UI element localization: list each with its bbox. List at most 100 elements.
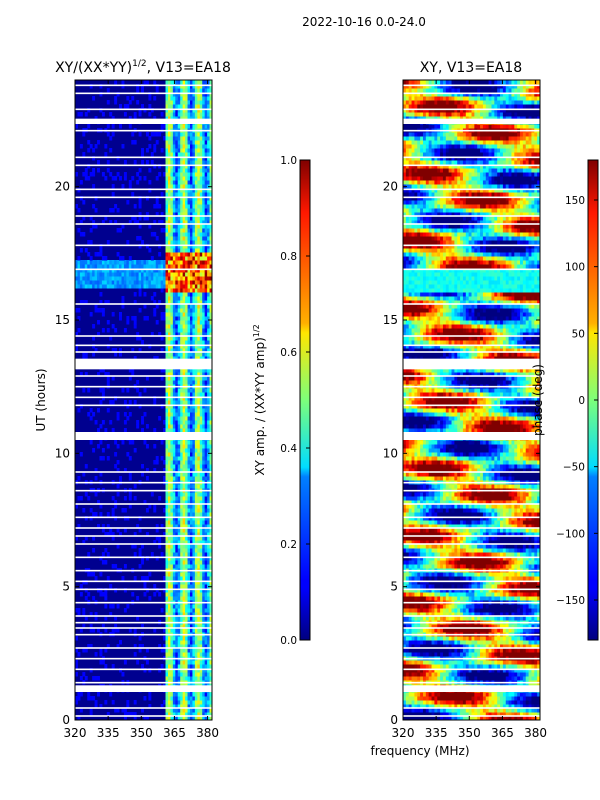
- amp-cell: [167, 556, 171, 561]
- amp-cell: [192, 240, 196, 245]
- amp-cell: [116, 280, 120, 285]
- amp-cell: [175, 468, 179, 473]
- amp-cell: [199, 544, 203, 549]
- amp-cell: [89, 240, 93, 245]
- phase-cell: [474, 660, 478, 665]
- amp-cell: [182, 544, 186, 549]
- amp-cell: [185, 472, 189, 477]
- amp-cell: [187, 484, 191, 489]
- amp-cell: [170, 712, 174, 717]
- amp-cell: [209, 516, 213, 521]
- amp-cell: [172, 224, 176, 229]
- amp-cell: [189, 388, 193, 393]
- amp-cell: [204, 288, 208, 293]
- amp-cell: [99, 504, 103, 509]
- amp-cell: [101, 420, 105, 425]
- amp-cell: [209, 500, 213, 505]
- amp-cell: [202, 296, 206, 301]
- amp-cell: [185, 288, 189, 293]
- amp-cell: [128, 412, 132, 417]
- amp-cell: [192, 216, 196, 221]
- amp-cell: [180, 700, 184, 705]
- amp-cell: [189, 288, 193, 293]
- phase-cell: [522, 676, 527, 681]
- amp-cell: [141, 664, 144, 669]
- amp-cell: [133, 700, 137, 705]
- amp-cell: [119, 176, 122, 181]
- amp-cell: [94, 616, 98, 621]
- amp-cell: [170, 200, 174, 205]
- amp-cell: [204, 268, 208, 273]
- amp-cell: [209, 240, 213, 245]
- amp-cell: [202, 420, 206, 425]
- amp-cell: [172, 708, 176, 713]
- amp-cell: [170, 224, 174, 229]
- phase-cell: [468, 660, 472, 665]
- flagged-row: [75, 503, 212, 505]
- amp-cell: [170, 572, 174, 577]
- amp-cell: [116, 604, 120, 609]
- amp-cell: [177, 232, 181, 237]
- amp-cell: [121, 268, 125, 273]
- amp-cell: [153, 144, 157, 149]
- amp-cell: [119, 348, 122, 353]
- amp-cell: [185, 592, 189, 597]
- amp-cell: [182, 572, 186, 577]
- amp-cell: [75, 504, 78, 509]
- amp-cell: [192, 612, 196, 617]
- amp-cell: [187, 240, 191, 245]
- amp-cell: [192, 376, 196, 381]
- amp-cell: [111, 536, 115, 541]
- amp-cell: [180, 328, 184, 333]
- phase-cell: [460, 696, 464, 701]
- amp-cell: [167, 520, 171, 525]
- amp-cell: [167, 312, 171, 317]
- amp-cell: [180, 508, 184, 513]
- amp-cell: [192, 304, 196, 309]
- amp-cell: [207, 268, 211, 273]
- amp-cell: [197, 584, 201, 589]
- amp-cell: [189, 624, 193, 629]
- amp-cell: [160, 368, 164, 373]
- amp-cell: [97, 692, 100, 697]
- amp-cell: [75, 608, 78, 613]
- amp-cell: [180, 316, 184, 321]
- amp-cell: [97, 252, 100, 257]
- amp-cell: [99, 300, 103, 305]
- amp-cell: [170, 344, 174, 349]
- amp-cell: [202, 340, 206, 345]
- amp-cell: [175, 280, 179, 285]
- amp-cell: [192, 700, 196, 705]
- amp-cell: [189, 244, 193, 249]
- amp-cell: [187, 584, 191, 589]
- amp-cell: [172, 424, 176, 429]
- amp-cell: [202, 236, 206, 241]
- amp-cell: [82, 284, 86, 289]
- amp-cell: [126, 516, 130, 521]
- amp-cell: [197, 392, 201, 397]
- phase-cell: [531, 664, 535, 669]
- amp-cell: [192, 532, 196, 537]
- phase-cell: [445, 676, 450, 681]
- amp-cell: [165, 520, 169, 525]
- amp-cell: [111, 428, 115, 433]
- amp-cell: [84, 580, 88, 585]
- amp-cell: [204, 532, 208, 537]
- amp-cell: [77, 308, 81, 313]
- amp-cell: [148, 264, 152, 269]
- amp-cell: [116, 528, 120, 533]
- amp-cell: [92, 676, 96, 681]
- amp-cell: [192, 440, 196, 445]
- amp-cell: [192, 236, 196, 241]
- amp-cell: [207, 408, 211, 413]
- amp-cell: [128, 376, 132, 381]
- amp-cell: [194, 212, 198, 217]
- amp-cell: [177, 248, 181, 253]
- amp-cell: [180, 524, 184, 529]
- phase-cell: [437, 692, 441, 697]
- amp-cell: [189, 592, 193, 597]
- amp-cell: [133, 532, 137, 537]
- amp-cell: [187, 580, 191, 585]
- amp-cell: [150, 232, 154, 237]
- amp-cell: [172, 328, 176, 333]
